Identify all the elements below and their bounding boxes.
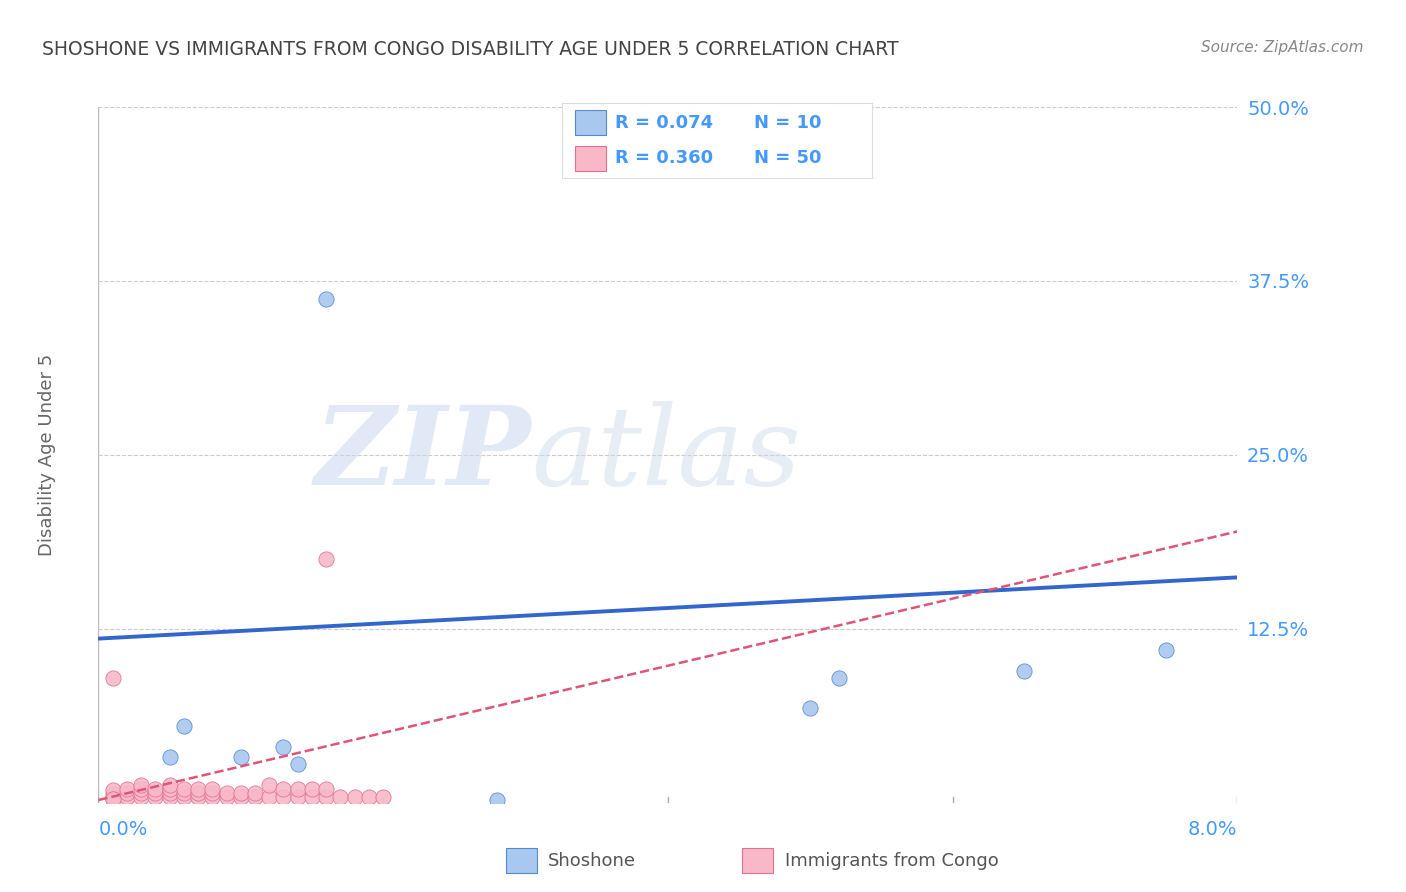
Point <box>828 671 851 685</box>
Point <box>129 790 152 805</box>
Point <box>115 781 138 796</box>
Point <box>243 790 266 805</box>
Point <box>371 790 394 805</box>
Text: R = 0.360: R = 0.360 <box>614 149 713 167</box>
Point <box>259 790 281 805</box>
Point <box>215 786 238 800</box>
Text: R = 0.074: R = 0.074 <box>614 114 713 132</box>
Text: Immigrants from Congo: Immigrants from Congo <box>785 852 998 870</box>
Bar <box>575 111 606 136</box>
Point <box>159 790 181 805</box>
Point <box>315 552 337 566</box>
Text: 8.0%: 8.0% <box>1188 821 1237 839</box>
Point <box>799 701 821 715</box>
Point <box>1012 664 1035 678</box>
Bar <box>506 848 537 873</box>
Point <box>1154 642 1177 657</box>
Point <box>101 671 124 685</box>
Point <box>101 791 124 805</box>
Point <box>301 790 323 805</box>
Point <box>159 778 181 792</box>
Text: SHOSHONE VS IMMIGRANTS FROM CONGO DISABILITY AGE UNDER 5 CORRELATION CHART: SHOSHONE VS IMMIGRANTS FROM CONGO DISABI… <box>42 40 898 59</box>
Point <box>273 790 295 805</box>
Point <box>101 788 124 802</box>
Point <box>357 790 380 805</box>
Point <box>273 781 295 796</box>
Point <box>329 790 352 805</box>
Point <box>129 778 152 792</box>
Text: atlas: atlas <box>531 401 801 508</box>
Point <box>187 790 209 805</box>
Text: ZIP: ZIP <box>315 401 531 508</box>
Bar <box>575 145 606 171</box>
Point <box>315 790 337 805</box>
Point <box>287 790 309 805</box>
Point <box>229 786 252 800</box>
Point <box>243 786 266 800</box>
Point <box>173 781 195 796</box>
Point <box>215 790 238 805</box>
Bar <box>742 848 773 873</box>
Point <box>187 781 209 796</box>
Point <box>101 791 124 805</box>
Point <box>115 790 138 805</box>
Text: N = 10: N = 10 <box>754 114 821 132</box>
Point <box>201 790 224 805</box>
Point <box>159 750 181 764</box>
Point <box>229 790 252 805</box>
Point <box>201 786 224 800</box>
Point <box>287 756 309 771</box>
Point <box>129 781 152 796</box>
Point <box>259 778 281 792</box>
Text: Source: ZipAtlas.com: Source: ZipAtlas.com <box>1201 40 1364 55</box>
Point <box>201 781 224 796</box>
Point <box>315 292 337 306</box>
Text: Shoshone: Shoshone <box>548 852 637 870</box>
Point <box>287 781 309 796</box>
Point <box>129 786 152 800</box>
Point <box>159 781 181 796</box>
Point <box>173 790 195 805</box>
Point <box>187 786 209 800</box>
Text: 0.0%: 0.0% <box>98 821 148 839</box>
Point <box>173 719 195 733</box>
Point <box>101 790 124 805</box>
Point <box>159 786 181 800</box>
Point <box>173 786 195 800</box>
Point <box>115 786 138 800</box>
Point <box>315 781 337 796</box>
Point <box>486 793 509 807</box>
Point <box>145 786 167 800</box>
Point <box>273 740 295 755</box>
Text: Disability Age Under 5: Disability Age Under 5 <box>38 354 56 556</box>
Point <box>101 783 124 797</box>
Point <box>301 781 323 796</box>
Point <box>343 790 366 805</box>
Point <box>145 790 167 805</box>
Text: N = 50: N = 50 <box>754 149 821 167</box>
Point <box>229 750 252 764</box>
Point <box>145 781 167 796</box>
